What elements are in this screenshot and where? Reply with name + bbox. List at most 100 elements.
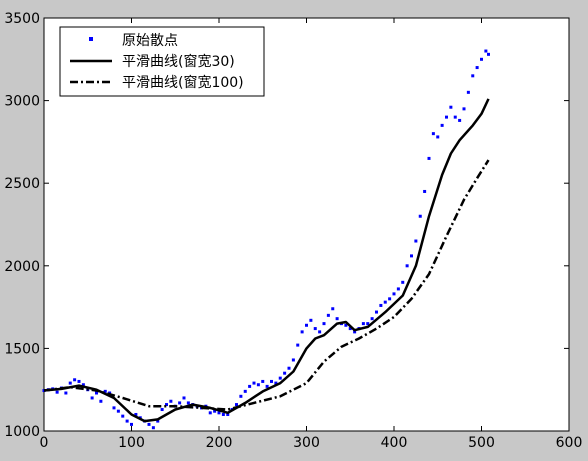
data-point: [287, 366, 291, 370]
data-point: [221, 412, 225, 416]
data-point: [217, 411, 221, 415]
data-point: [318, 330, 322, 334]
legend: 原始散点 平滑曲线(窗宽30) 平滑曲线(窗宽100): [59, 26, 265, 97]
legend-marker-raw: [89, 37, 93, 41]
data-point: [121, 414, 125, 418]
data-point: [156, 419, 160, 423]
data-point: [270, 379, 273, 383]
data-point: [436, 135, 440, 139]
legend-label-raw: 原始散点: [122, 33, 178, 49]
data-point: [169, 399, 173, 403]
data-point: [296, 343, 300, 347]
data-point: [353, 330, 357, 334]
data-point: [462, 107, 466, 111]
data-point: [449, 105, 453, 109]
y-tick-label: 3000: [4, 94, 40, 110]
data-point: [125, 419, 129, 423]
data-point: [103, 389, 107, 393]
data-point: [388, 297, 392, 301]
data-point: [291, 358, 295, 362]
data-point: [213, 409, 217, 413]
y-tick-label: 3500: [4, 11, 40, 27]
data-point: [252, 381, 256, 385]
x-tick-label: 300: [293, 435, 320, 451]
data-point: [445, 115, 448, 119]
data-point: [235, 403, 238, 407]
data-point: [326, 313, 330, 317]
data-point: [335, 317, 339, 321]
data-point: [475, 66, 479, 70]
data-point: [274, 381, 278, 385]
series-line-2: [43, 159, 490, 411]
data-point: [165, 403, 168, 407]
data-point: [405, 264, 409, 268]
x-tick-label: 0: [40, 435, 49, 451]
data-point: [322, 322, 326, 326]
data-point: [431, 132, 435, 136]
y-tick-label: 1000: [4, 424, 40, 440]
data-point: [453, 115, 457, 119]
legend-label-window100: 平滑曲线(窗宽100): [122, 74, 244, 91]
data-point: [112, 406, 116, 410]
data-point: [427, 156, 431, 160]
data-point: [401, 280, 405, 284]
data-point: [208, 411, 212, 415]
data-point: [90, 396, 94, 400]
data-point: [458, 118, 462, 122]
x-tick-label: 200: [206, 435, 233, 451]
data-point: [73, 378, 77, 382]
data-point: [309, 318, 313, 322]
data-point: [81, 383, 85, 387]
data-point: [370, 317, 374, 321]
data-point: [484, 49, 488, 53]
data-point: [95, 391, 98, 395]
data-point: [383, 300, 387, 304]
data-point: [160, 408, 164, 412]
data-point: [243, 389, 247, 393]
y-tick-label: 2500: [4, 176, 40, 192]
data-point: [366, 322, 370, 326]
x-tick-label: 600: [556, 435, 583, 451]
data-point: [305, 323, 308, 327]
y-tick-label: 2000: [4, 259, 40, 275]
data-point: [331, 307, 335, 311]
data-point: [396, 287, 400, 291]
data-point: [99, 399, 103, 403]
data-point: [116, 409, 120, 413]
data-point: [418, 214, 422, 218]
series-line-1: [43, 98, 490, 423]
data-point: [440, 123, 444, 127]
data-point: [265, 384, 269, 388]
data-point: [261, 379, 265, 383]
data-point: [410, 254, 413, 258]
data-point: [42, 389, 46, 393]
axes-layer: 0 100 200 300 400 500 600 1000 1500 2000 2500 3000 3…: [4, 11, 582, 451]
data-point: [239, 394, 243, 398]
data-point: [134, 412, 138, 416]
data-point: [147, 422, 151, 426]
data-point: [423, 189, 427, 193]
data-point: [226, 412, 230, 416]
data-point: [379, 303, 383, 307]
data-point: [344, 323, 348, 327]
data-point: [300, 330, 304, 334]
data-point: [178, 401, 182, 405]
data-point: [77, 379, 81, 383]
data-point: [466, 90, 470, 94]
data-point: [151, 426, 155, 430]
data-point: [392, 292, 396, 296]
data-point: [64, 391, 68, 395]
data-point: [55, 390, 59, 394]
data-point: [414, 239, 418, 243]
data-point: [68, 381, 72, 385]
series-layer: [42, 49, 490, 430]
data-point: [375, 310, 378, 314]
x-tick-label: 100: [118, 435, 145, 451]
data-point: [487, 52, 490, 56]
y-tick-label: 1500: [4, 341, 40, 357]
data-point: [256, 383, 260, 387]
data-point: [186, 401, 190, 405]
legend-label-window30: 平滑曲线(窗宽30): [122, 53, 235, 70]
data-point: [480, 57, 483, 61]
